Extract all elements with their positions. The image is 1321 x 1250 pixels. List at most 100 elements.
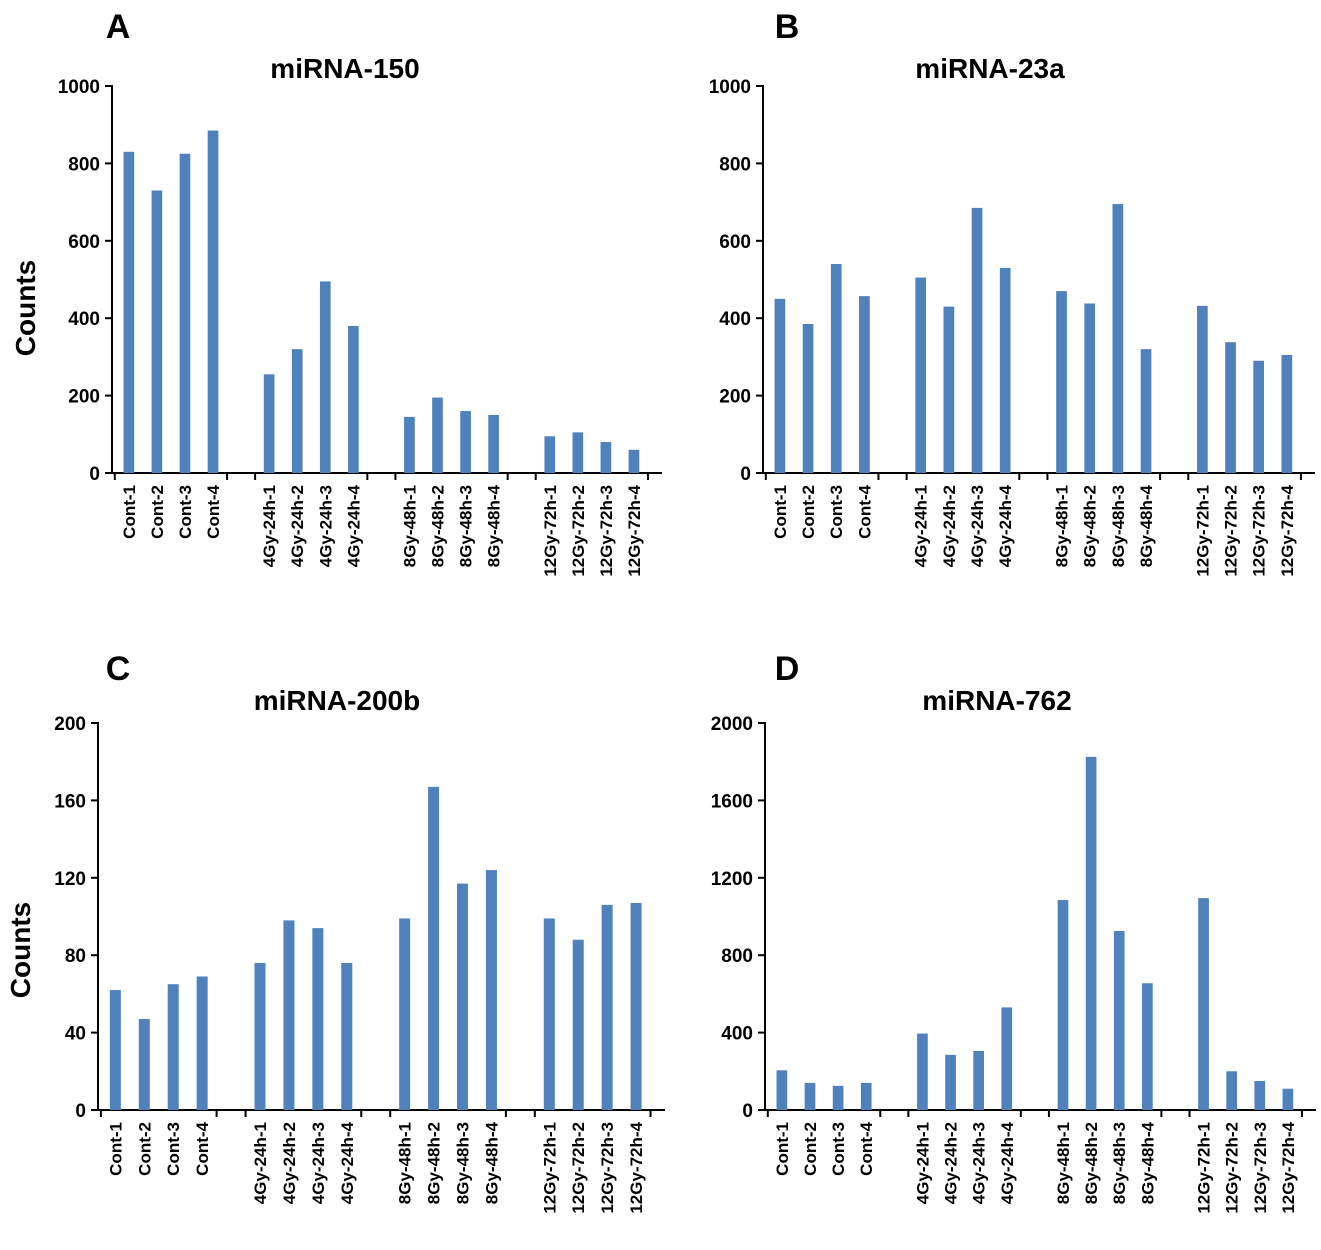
x-tick-label: 4Gy-24h-1: [912, 485, 931, 567]
x-tick-label: 4Gy-24h-1: [913, 1122, 932, 1204]
bar-4Gy-24h-3: [319, 281, 331, 473]
bar-4Gy-24h-3: [971, 207, 983, 473]
bar-Cont-4: [196, 976, 208, 1110]
y-axis-label: Counts: [5, 902, 36, 998]
x-tick-label: 8Gy-48h-2: [1082, 1122, 1101, 1204]
bar-Cont-2: [151, 190, 163, 474]
x-tick-label: 4Gy-24h-4: [344, 484, 363, 567]
x-tick-label: 8Gy-48h-1: [396, 1122, 415, 1204]
x-tick-label: 12Gy-72h-3: [597, 485, 616, 577]
bar-4Gy-24h-3: [312, 928, 324, 1110]
bar-Cont-3: [830, 264, 842, 473]
y-tick-label: 800: [68, 154, 100, 175]
chart-title: miRNA-150: [270, 53, 419, 84]
bar-4Gy-24h-2: [945, 1054, 956, 1110]
x-tick-label: 12Gy-72h-1: [1195, 1122, 1214, 1214]
x-tick-label: 4Gy-24h-1: [260, 485, 279, 567]
x-tick-label: 4Gy-24h-2: [288, 485, 307, 567]
x-tick-label: 8Gy-48h-1: [1054, 1122, 1073, 1204]
x-tick-label: 8Gy-48h-3: [1109, 485, 1128, 567]
x-tick-label: 12Gy-72h-2: [569, 485, 588, 577]
bar-Cont-1: [776, 1070, 788, 1110]
x-tick-label: 8Gy-48h-2: [1081, 485, 1100, 567]
x-tick-label: 12Gy-72h-3: [1250, 485, 1269, 577]
bar-4Gy-24h-1: [254, 962, 266, 1110]
y-tick-label: 1000: [709, 77, 751, 98]
bar-Cont-4: [859, 296, 870, 473]
y-tick-label: 0: [740, 464, 751, 485]
x-tick-label: Cont-2: [801, 1122, 820, 1176]
x-tick-label: Cont-2: [799, 485, 818, 539]
bar-8Gy-48h-3: [457, 883, 468, 1110]
x-tick-label: 12Gy-72h-4: [627, 1121, 646, 1213]
y-tick-label: 1000: [58, 77, 100, 98]
x-tick-labels: Cont-1 Cont-2 Cont-3 Cont-4 4Gy-24h-1 4Gy-24h…: [771, 484, 1297, 576]
bars: [123, 130, 640, 474]
x-tick-labels: Cont-1 Cont-2 Cont-3 Cont-4 4Gy-24h-1 4Gy-24h…: [773, 1121, 1298, 1213]
y-tick-label: 1600: [711, 791, 753, 812]
x-tick-label: 8Gy-48h-3: [457, 485, 476, 567]
x-tick-label: 8Gy-48h-2: [429, 485, 448, 567]
y-tick-label: 200: [719, 387, 751, 408]
x-tick-label: 8Gy-48h-4: [1137, 484, 1156, 567]
y-tick-label: 0: [75, 1101, 86, 1122]
bar-4Gy-24h-1: [915, 277, 927, 473]
y-ticks: 0 200 400 600 800 1000: [709, 77, 1302, 485]
bar-8Gy-48h-3: [460, 411, 471, 473]
x-tick-label: 8Gy-48h-1: [400, 485, 419, 567]
x-tick-label: 12Gy-72h-3: [598, 1122, 617, 1214]
bar-12Gy-72h-2: [1225, 342, 1236, 473]
bar-Cont-2: [802, 324, 814, 473]
y-tick-label: 400: [68, 309, 100, 330]
bar-12Gy-72h-3: [1254, 1080, 1266, 1110]
bar-4Gy-24h-2: [291, 349, 303, 473]
bar-Cont-4: [207, 130, 219, 473]
bar-4Gy-24h-1: [263, 374, 275, 473]
y-tick-label: 0: [89, 464, 100, 485]
bar-8Gy-48h-2: [1085, 756, 1097, 1110]
bar-8Gy-48h-2: [432, 397, 443, 473]
chart-title: miRNA-23a: [915, 53, 1065, 84]
x-tick-label: 4Gy-24h-2: [940, 485, 959, 567]
bar-8Gy-48h-4: [1140, 349, 1152, 473]
bar-8Gy-48h-1: [1056, 291, 1067, 473]
x-tick-label: Cont-4: [204, 484, 223, 538]
y-tick-label: 120: [54, 869, 86, 890]
panel-letter: C: [106, 650, 131, 688]
chart-title: miRNA-762: [922, 685, 1071, 716]
bar-4Gy-24h-4: [999, 267, 1011, 473]
panel-letter: D: [775, 650, 800, 688]
y-tick-label: 2000: [711, 714, 753, 735]
bar-8Gy-48h-1: [1057, 900, 1069, 1110]
y-ticks: 0 200 400 600 800 1000: [58, 77, 649, 485]
bar-12Gy-72h-1: [1196, 305, 1208, 473]
bar-12Gy-72h-1: [1198, 898, 1209, 1110]
bar-12Gy-72h-3: [1253, 360, 1265, 473]
x-tick-label: Cont-3: [176, 485, 195, 539]
bar-12Gy-72h-1: [544, 436, 556, 473]
panel-letter: B: [775, 8, 800, 46]
bar-Cont-3: [167, 984, 179, 1110]
x-tick-label: Cont-2: [148, 485, 167, 539]
x-tick-label: 12Gy-72h-2: [569, 1122, 588, 1214]
bar-12Gy-72h-4: [1282, 1088, 1294, 1110]
x-tick-label: Cont-1: [773, 1122, 792, 1176]
x-tick-label: 8Gy-48h-4: [1138, 1121, 1157, 1204]
y-tick-label: 600: [68, 232, 100, 253]
bars: [774, 204, 1293, 473]
y-tick-label: 800: [721, 946, 753, 967]
x-tick-label: 8Gy-48h-1: [1053, 485, 1072, 567]
bar-4Gy-24h-2: [943, 306, 955, 473]
x-tick-label: 12Gy-72h-4: [1279, 1121, 1298, 1213]
x-tick-label: Cont-4: [855, 484, 874, 538]
x-tick-label: 8Gy-48h-4: [482, 1121, 501, 1204]
y-ticks: 0 400 800 1200 1600 2000: [711, 714, 1303, 1122]
x-tick-label: 4Gy-24h-3: [309, 1122, 328, 1204]
bar-8Gy-48h-2: [428, 786, 440, 1110]
y-tick-label: 400: [719, 309, 751, 330]
x-tick-label: 4Gy-24h-4: [998, 1121, 1017, 1204]
x-tick-label: 8Gy-48h-3: [454, 1122, 473, 1204]
y-tick-label: 200: [54, 714, 86, 735]
